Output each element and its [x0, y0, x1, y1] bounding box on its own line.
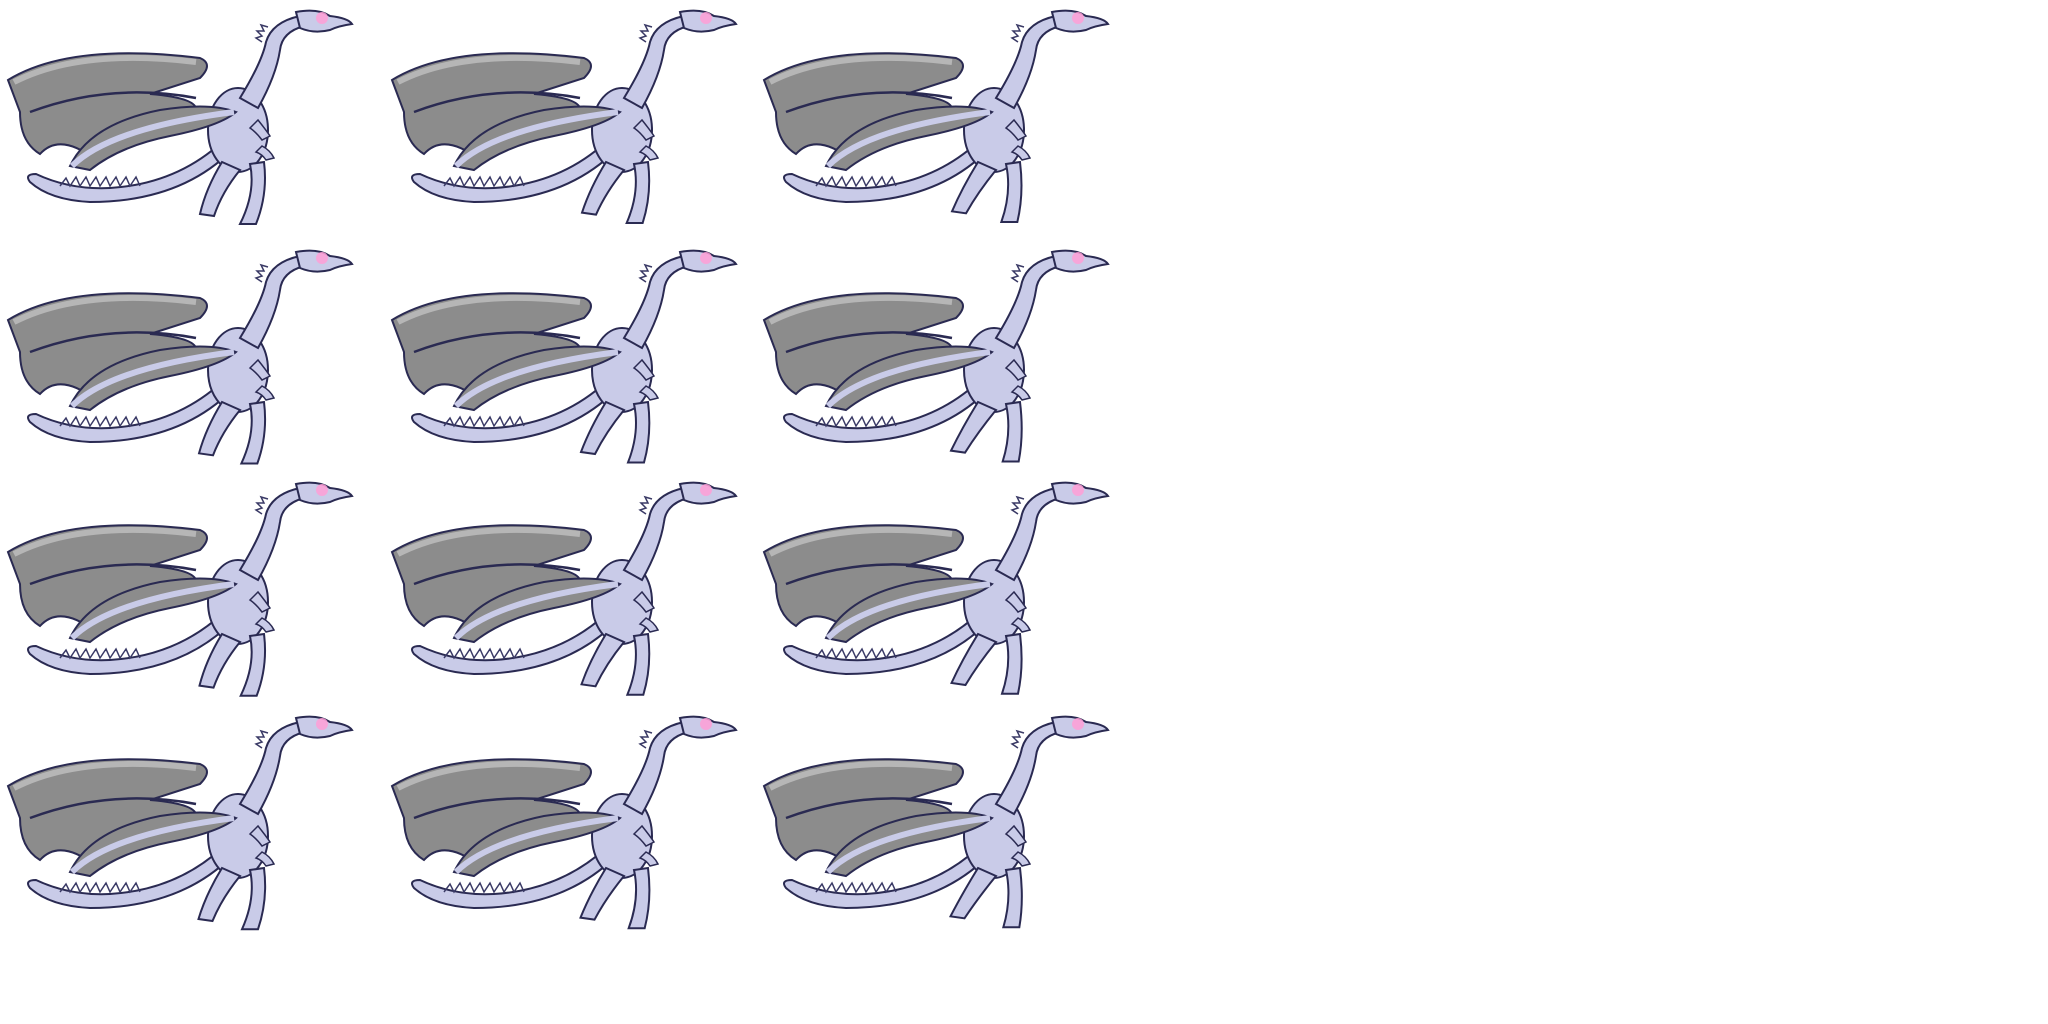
dragon-sprite-icon — [6, 249, 354, 465]
dragon-sprite-icon — [762, 249, 1110, 463]
dragon-sprite-icon — [6, 9, 354, 225]
dragon-sprite-icon — [390, 481, 738, 696]
dragon-sprite-frame — [756, 474, 1128, 706]
dragon-sprite-icon — [390, 9, 738, 224]
dragon-sprite-icon — [762, 715, 1110, 929]
dragon-sprite-icon — [390, 715, 738, 930]
dragon-sprite-frame — [384, 708, 756, 940]
dragon-sprite-frame — [384, 474, 756, 706]
sprite-sheet — [0, 2, 1128, 940]
dragon-sprite-frame — [0, 708, 372, 940]
dragon-sprite-frame — [0, 2, 372, 234]
dragon-sprite-icon — [762, 9, 1110, 223]
dragon-sprite-frame — [384, 2, 756, 234]
dragon-sprite-frame — [384, 242, 756, 474]
dragon-sprite-icon — [6, 481, 354, 697]
dragon-sprite-icon — [390, 249, 738, 464]
dragon-sprite-frame — [0, 474, 372, 706]
dragon-sprite-icon — [762, 481, 1110, 695]
dragon-sprite-frame — [0, 242, 372, 474]
dragon-sprite-frame — [756, 2, 1128, 234]
dragon-sprite-icon — [6, 715, 354, 931]
dragon-sprite-frame — [756, 242, 1128, 474]
dragon-sprite-frame — [756, 708, 1128, 940]
